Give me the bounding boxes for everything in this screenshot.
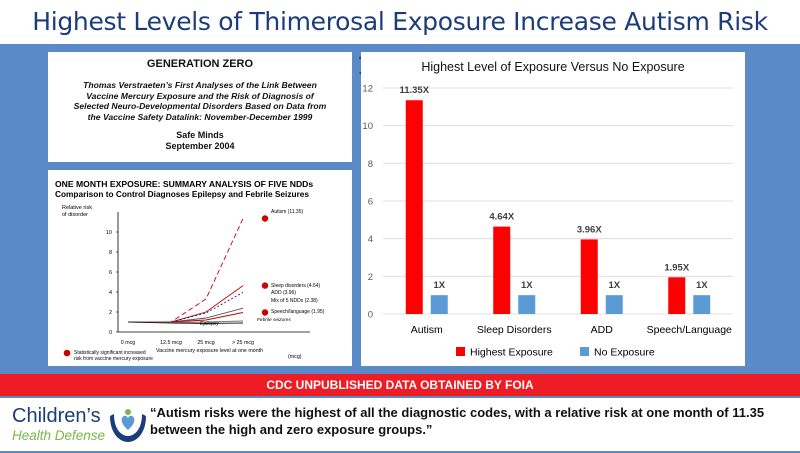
line-chart-title: ONE MONTH EXPOSURE: SUMMARY ANALYSIS OF … xyxy=(55,179,313,189)
line-y-tick-label: 2 xyxy=(109,310,112,316)
line-y-tick-label: 10 xyxy=(106,230,112,236)
line-series-label: Mix of 5 NDDs (2.38) xyxy=(271,298,318,304)
document-date: September 2004 xyxy=(165,141,235,151)
bar-data-label: 1X xyxy=(521,280,533,291)
hands-heart-icon xyxy=(110,409,146,442)
footer-band xyxy=(0,398,800,451)
document-subtitle: Thomas Verstraeten’s First Analyses of t… xyxy=(56,80,344,122)
line-series xyxy=(128,307,244,323)
bar-data-label: 4.64X xyxy=(489,212,514,223)
significance-legend-label: risk from vaccine mercury exposure xyxy=(74,356,153,362)
bar-none xyxy=(693,295,711,314)
bar-data-label: 1.95X xyxy=(664,262,689,273)
bar-y-tick-label: 4 xyxy=(368,234,373,245)
legend-label: No Exposure xyxy=(594,347,655,359)
bar-data-label: 1X xyxy=(696,280,708,291)
line-figure-card: ONE MONTH EXPOSURE: SUMMARY ANALYSIS OF … xyxy=(48,170,352,366)
quote-text: “Autism risks were the highest of all th… xyxy=(150,404,790,448)
bar-none xyxy=(605,295,623,314)
document-subtitle-line: Thomas Verstraeten’s First Analyses of t… xyxy=(83,80,317,90)
line-series-label: Sleep disorders (4.64) xyxy=(271,283,321,289)
logo-text-line2: Health Defense xyxy=(12,428,105,443)
line-series-label: Speech/language (1.95) xyxy=(271,309,325,315)
bar-y-tick-label: 0 xyxy=(368,310,373,321)
bar-data-label: 1X xyxy=(433,280,445,291)
line-series-label: Autism (11.35) xyxy=(271,209,303,215)
document-subtitle-line: Selected Neuro-Developmental Disorders B… xyxy=(73,101,327,111)
bar-chart-title: Highest Level of Exposure Versus No Expo… xyxy=(421,60,684,74)
legend-swatch xyxy=(580,347,589,356)
bar-data-label: 3.96X xyxy=(577,224,602,235)
bar-highest xyxy=(405,100,423,314)
line-x-tick-label: 12.5 mcg xyxy=(160,340,182,346)
bar-highest xyxy=(668,277,686,314)
bar-highest xyxy=(493,226,511,314)
bar-y-tick-label: 6 xyxy=(368,197,373,208)
epilepsy-label: Epilepsy xyxy=(200,321,219,327)
bar-chart: Highest Level of Exposure Versus No Expo… xyxy=(362,60,733,359)
bar-x-tick-label: Autism xyxy=(411,324,443,336)
organization-name: Safe Minds xyxy=(176,130,224,140)
bar-none xyxy=(430,295,448,314)
line-series xyxy=(128,218,244,323)
bar-data-label: 11.35X xyxy=(399,85,429,96)
document-card: GENERATION ZERO Thomas Verstraeten’s Fir… xyxy=(48,52,352,162)
line-x-tick-label: 0 mcg xyxy=(121,340,135,346)
significance-marker xyxy=(261,309,269,316)
line-y-tick-label: 0 xyxy=(109,330,112,336)
line-y-tick-label: 6 xyxy=(109,270,112,276)
bar-none xyxy=(518,295,536,314)
logo-text-line1: Children’s xyxy=(12,405,101,427)
foia-banner: CDC UNPUBLISHED DATA OBTAINED BY FOIA xyxy=(0,374,800,396)
line-chart-ylabel: of disorder xyxy=(62,212,88,218)
line-series xyxy=(128,285,244,323)
bar-y-tick-label: 8 xyxy=(368,159,373,170)
line-x-tick-label: 25 mcg xyxy=(197,340,214,346)
line-chart-ylabel: Relative risk xyxy=(62,205,92,211)
bar-highest xyxy=(580,239,598,314)
febrile-label: Febrile seizures xyxy=(257,317,291,323)
document-subtitle-line: the Vaccine Safety Datalink: November-De… xyxy=(87,111,313,122)
significance-marker xyxy=(261,282,269,289)
bar-y-tick-label: 10 xyxy=(362,121,373,132)
line-chart-xlabel: Vaccine mercury exposure level at one mo… xyxy=(156,348,263,354)
line-chart-subtitle: Comparison to Control Diagnoses Epilepsy… xyxy=(55,189,309,199)
bar-x-tick-label: Speech/Language xyxy=(647,324,732,336)
document-subtitle-line: Vaccine Mercury Exposure and the Risk of… xyxy=(86,90,314,101)
title-bar: Highest Levels of Thimerosal Exposure In… xyxy=(0,0,800,80)
line-x-tick-label: > 25 mcg xyxy=(232,340,254,346)
bar-x-tick-label: Sleep Disorders xyxy=(477,324,552,336)
bar-chart-card: Highest Level of Exposure Versus No Expo… xyxy=(361,52,745,366)
bar-y-tick-label: 12 xyxy=(362,84,373,95)
line-series xyxy=(127,321,244,324)
childrens-health-defense-logo: Children’s Health Defense xyxy=(10,402,148,448)
significance-marker xyxy=(261,215,269,222)
bar-y-tick-label: 2 xyxy=(368,272,373,283)
document-heading: GENERATION ZERO xyxy=(146,58,254,70)
line-series-label: ADD (3.96) xyxy=(271,290,296,296)
legend-label: Highest Exposure xyxy=(470,347,553,359)
significance-legend-marker xyxy=(63,349,71,357)
document-organization: Safe Minds September 2004 xyxy=(48,130,352,152)
quote-line: between the high and zero exposure group… xyxy=(150,422,433,437)
significance-legend-label: Statistically significant increased xyxy=(74,350,146,356)
line-y-tick-label: 8 xyxy=(109,250,112,256)
legend-swatch xyxy=(456,347,465,356)
bar-x-tick-label: ADD xyxy=(591,324,614,336)
line-chart: ONE MONTH EXPOSURE: SUMMARY ANALYSIS OF … xyxy=(55,179,325,362)
quote-line: “Autism risks were the highest of all th… xyxy=(150,405,765,420)
line-y-tick-label: 4 xyxy=(109,290,112,296)
bar-data-label: 1X xyxy=(608,280,620,291)
line-chart-xlabel-unit: (mcg) xyxy=(288,354,302,360)
